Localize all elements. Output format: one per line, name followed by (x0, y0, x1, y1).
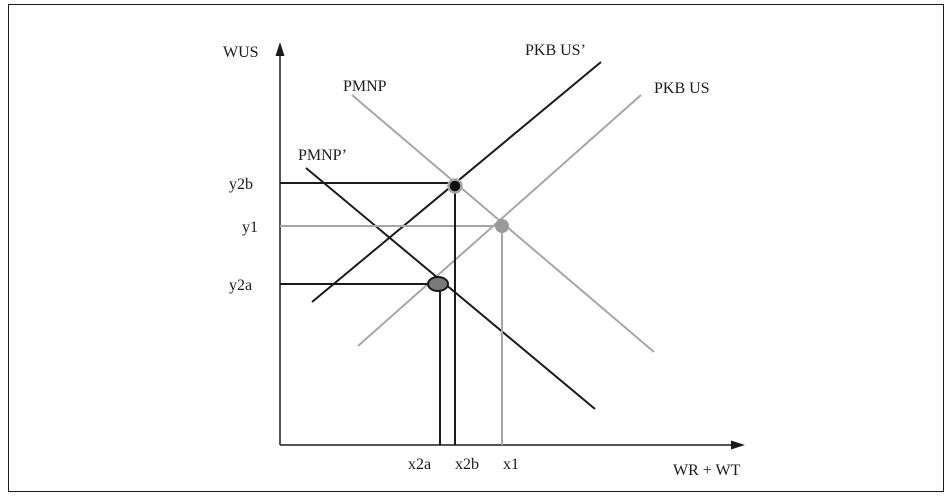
equilibrium-point-2a (427, 276, 449, 292)
tick-label-y1: y1 (242, 219, 258, 236)
equilibrium-point-1 (495, 219, 509, 233)
tick-label-x2a: x2a (408, 456, 431, 473)
x-axis-label: WR + WT (673, 462, 741, 479)
label-pmnp-prime: PMNP’ (298, 147, 347, 164)
y-axis-arrow (275, 42, 285, 56)
x-axis-arrow (731, 440, 745, 450)
equilibrium-point-2b (447, 178, 463, 194)
label-pmnp: PMNP (343, 78, 387, 95)
tick-label-x1: x1 (503, 456, 519, 473)
pmnp-prime-curve (305, 167, 596, 410)
label-pkb-us: PKB US (654, 80, 710, 97)
frame-border (8, 4, 944, 492)
tick-label-x2b: x2b (455, 456, 479, 473)
label-pkb-us-prime: PKB US’ (525, 42, 586, 59)
y-axis-label: WUS (223, 44, 259, 61)
tick-label-y2b: y2b (229, 176, 253, 193)
tick-label-y2a: y2a (229, 277, 252, 294)
